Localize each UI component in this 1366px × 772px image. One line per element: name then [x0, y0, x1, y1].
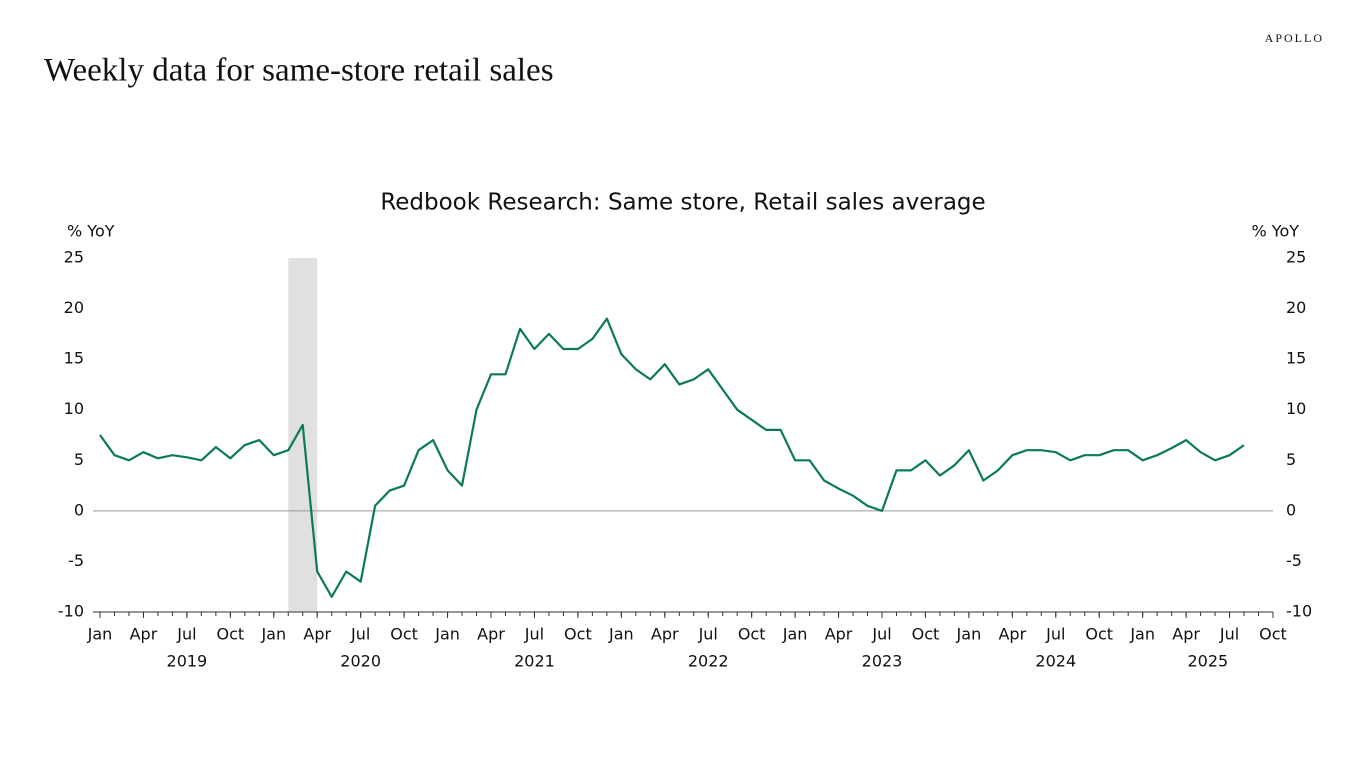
- x-tick-label: Apr: [825, 625, 853, 644]
- x-tick-label: Jul: [1219, 625, 1239, 644]
- data-line: [99, 317, 1245, 598]
- x-tick-label: Oct: [738, 625, 766, 644]
- page-title: Weekly data for same-store retail sales: [44, 53, 554, 89]
- y2-tick-label: 25: [1286, 248, 1306, 267]
- x-tick-label: Jul: [350, 625, 370, 644]
- year-label: 2020: [340, 652, 381, 671]
- x-tick-label: Apr: [998, 625, 1026, 644]
- x-tick-label: Oct: [564, 625, 592, 644]
- x-tick-label: Jul: [871, 625, 891, 644]
- x-tick-label: Oct: [216, 625, 244, 644]
- x-tick-label: Jan: [434, 625, 460, 644]
- x-tick-label: Jul: [698, 625, 718, 644]
- y-tick-label: -10: [58, 602, 84, 621]
- chart-title: Redbook Research: Same store, Retail sal…: [380, 190, 985, 216]
- year-label: 2024: [1035, 652, 1076, 671]
- x-tick-label: Oct: [390, 625, 418, 644]
- x-tick-label: Apr: [130, 625, 158, 644]
- x-tick-label: Apr: [651, 625, 679, 644]
- x-tick-label: Oct: [1259, 625, 1287, 644]
- y2-tick-label: 5: [1286, 450, 1296, 469]
- y-tick-label: 25: [64, 248, 84, 267]
- x-tick-label: Jan: [782, 625, 808, 644]
- x-tick-label: Jan: [260, 625, 286, 644]
- y2-tick-label: 0: [1286, 500, 1296, 519]
- x-tick-label: Jan: [956, 625, 982, 644]
- y2-tick-label: 10: [1286, 399, 1306, 418]
- y-tick-label: 0: [74, 500, 84, 519]
- year-label: 2019: [167, 652, 208, 671]
- y2-tick-label: 15: [1286, 349, 1306, 368]
- y2-axis-label: % YoY: [1252, 222, 1300, 241]
- x-tick-label: Jan: [608, 625, 634, 644]
- x-tick-label: Jul: [176, 625, 196, 644]
- x-tick-label: Apr: [303, 625, 331, 644]
- y2-tick-label: -5: [1286, 551, 1302, 570]
- year-label: 2021: [514, 652, 555, 671]
- brand: APOLLO: [1265, 31, 1324, 45]
- x-tick-label: Jul: [524, 625, 544, 644]
- y-tick-label: 10: [64, 399, 84, 418]
- x-tick-label: Jul: [1045, 625, 1065, 644]
- y-tick-label: -5: [68, 551, 84, 570]
- y-axis-label: % YoY: [67, 222, 115, 241]
- x-tick-label: Jan: [87, 625, 113, 644]
- x-tick-label: Oct: [1085, 625, 1113, 644]
- y-tick-label: 15: [64, 349, 84, 368]
- y-tick-label: 5: [74, 450, 84, 469]
- x-tick-label: Jan: [1129, 625, 1155, 644]
- year-label: 2022: [688, 652, 729, 671]
- y2-tick-label: -10: [1286, 602, 1312, 621]
- y2-tick-label: 20: [1286, 298, 1306, 317]
- y-tick-label: 20: [64, 298, 84, 317]
- year-label: 2023: [862, 652, 903, 671]
- x-tick-label: Apr: [1172, 625, 1200, 644]
- x-tick-label: Oct: [912, 625, 940, 644]
- x-tick-label: Apr: [477, 625, 505, 644]
- year-label: 2025: [1187, 652, 1228, 671]
